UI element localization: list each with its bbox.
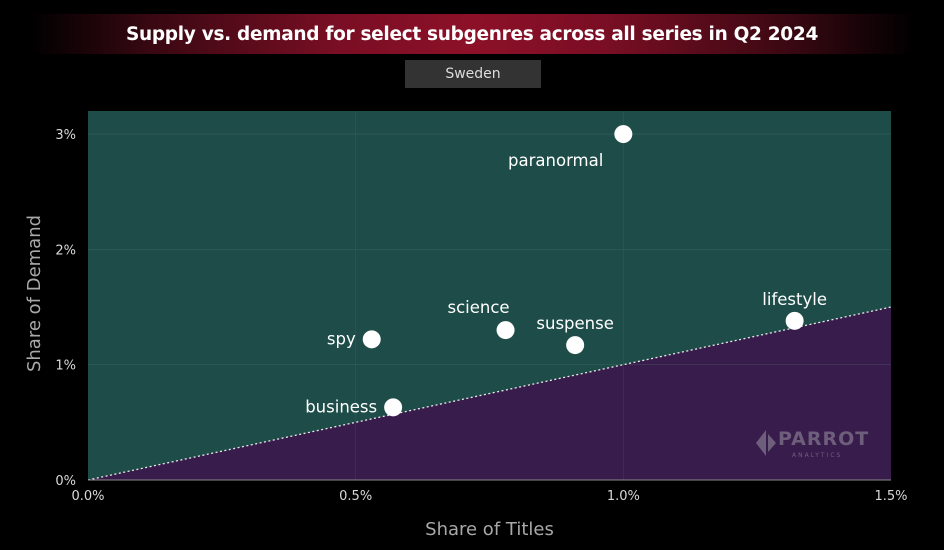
- point-label: spy: [327, 329, 356, 348]
- x-tick-label: 0.0%: [71, 489, 104, 504]
- point-label: suspense: [536, 314, 613, 333]
- country-filter-tab[interactable]: Sweden: [405, 60, 541, 88]
- x-tick-label: 1.5%: [874, 489, 907, 504]
- data-point: [384, 398, 403, 417]
- data-point: [496, 321, 515, 340]
- data-point: [566, 336, 585, 355]
- y-tick-label: 2%: [55, 243, 76, 258]
- y-tick-label: 1%: [55, 359, 76, 374]
- logo-subtext: ANALYTICS: [792, 452, 843, 459]
- x-axis-title: Share of Titles: [425, 519, 554, 540]
- x-tick-label: 0.5%: [339, 489, 372, 504]
- point-label: paranormal: [508, 151, 603, 170]
- data-point: [362, 330, 381, 349]
- chart-title: Supply vs. demand for select subgenres a…: [125, 23, 819, 45]
- point-label: lifestyle: [762, 290, 827, 309]
- data-point: [614, 125, 633, 144]
- logo-text: PARROT: [778, 428, 870, 450]
- data-point: [785, 311, 804, 330]
- parrot-logo-icon: [756, 430, 776, 456]
- y-axis-title: Share of Demand: [24, 215, 45, 372]
- y-tick-label: 3%: [55, 128, 76, 143]
- point-label: business: [305, 397, 377, 416]
- point-label: science: [448, 298, 510, 317]
- parrot-logo: PARROT ANALYTICS: [756, 428, 886, 462]
- x-tick-label: 1.0%: [607, 489, 640, 504]
- title-bar: Supply vs. demand for select subgenres a…: [30, 14, 914, 54]
- reference-line: [87, 306, 892, 481]
- y-tick-label: 0%: [55, 474, 76, 489]
